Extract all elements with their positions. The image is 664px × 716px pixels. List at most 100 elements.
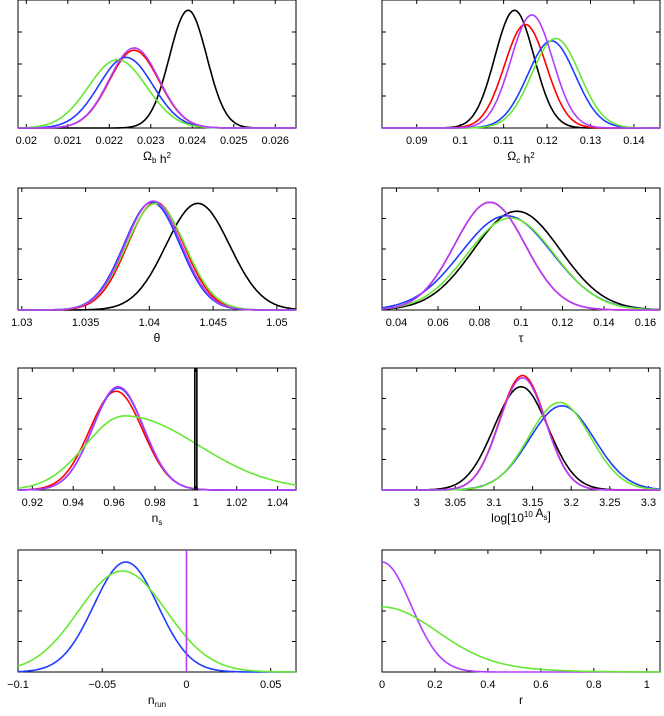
x-axis-title: log[1010 As]: [491, 506, 551, 525]
x-axis-title: Ωb h2: [143, 149, 171, 166]
series-blue-curve: [18, 201, 296, 311]
series-red-curve: [382, 374, 660, 491]
x-tick-label: 1.05: [266, 317, 287, 329]
x-tick-label: 3.25: [599, 497, 620, 509]
x-axis-title: τ: [519, 331, 524, 345]
series-red-curve: [381, 201, 660, 311]
x-axis-title: Ωc h2: [507, 149, 535, 166]
series-red-curve: [18, 49, 296, 129]
x-tick-label: 3: [414, 497, 420, 509]
series-magenta-curve: [18, 47, 296, 129]
x-tick-label: 1: [193, 497, 199, 509]
panel-tau: 0.04 0.06 0.08 0.1 0.12 0.14 0.16 τ: [381, 187, 661, 345]
panel-omega_b: 0.02 0.021 0.022 0.023 0.024 0.025 0.026 Ωb h2: [16, 0, 297, 166]
series-green-curve: [381, 217, 660, 311]
series-black-curve: [381, 210, 661, 311]
x-tick-label: 0.09: [406, 135, 427, 147]
x-tick-label: 0: [379, 679, 385, 691]
panel-omega_c: 0.09 0.1 0.11 0.12 0.13 0.14 Ωc h2: [381, 0, 661, 166]
series-red-curve: [382, 23, 660, 129]
series-blue-curve: [381, 214, 661, 311]
x-tick-label: 0.13: [580, 135, 601, 147]
x-axis-title: nrun: [148, 693, 166, 709]
x-tick-label: 0.92: [22, 497, 43, 509]
x-tick-label: 0.98: [144, 497, 165, 509]
axes-frame: [381, 0, 661, 129]
x-tick-label: 0.6: [533, 679, 548, 691]
x-tick-label: 1.04: [267, 497, 288, 509]
series-blue-curve: [382, 404, 661, 491]
panel-log_as: 3 3.05 3.1 3.15 3.2 3.25 3.3 log[1010 As]: [381, 367, 661, 525]
x-tick-label: 0.96: [103, 497, 124, 509]
x-tick-label: 0.2: [427, 679, 442, 691]
series-green-curve: [382, 37, 660, 129]
x-tick-label: 0.8: [586, 679, 601, 691]
x-tick-label: 0.025: [220, 135, 248, 147]
x-tick-label: 3.2: [564, 497, 579, 509]
series-blue-curve: [382, 40, 660, 129]
x-tick-label: 1.04: [139, 317, 160, 329]
x-tick-label: 0.94: [62, 497, 83, 509]
x-tick-label: 0.02: [16, 135, 37, 147]
series-green-curve: [18, 58, 296, 129]
series-green-curve: [18, 202, 296, 311]
axes-frame: [17, 549, 297, 673]
x-tick-label: −0.1: [7, 679, 29, 691]
x-tick-label: 0.12: [536, 135, 557, 147]
series-magenta-curve: [381, 201, 660, 311]
x-tick-label: 0.16: [635, 317, 656, 329]
series-magenta-curve: [17, 385, 296, 491]
series-red-curve: [18, 390, 296, 491]
x-tick-label: 0.04: [386, 317, 407, 329]
x-axis-title: ns: [152, 511, 163, 527]
series-black-curve: [18, 202, 297, 311]
x-tick-label: 0.11: [493, 135, 514, 147]
x-tick-label: 3.1: [486, 497, 501, 509]
x-tick-label: 0.1: [513, 317, 528, 329]
series-green-curve: [382, 401, 661, 491]
series-green-curve: [17, 415, 297, 489]
x-tick-label: 0.14: [623, 135, 644, 147]
series-black-curve: [18, 9, 296, 129]
x-axis-title: θ: [154, 331, 161, 345]
axes-frame: [381, 549, 661, 673]
x-tick-label: 0: [183, 679, 189, 691]
x-tick-label: 0.12: [552, 317, 573, 329]
x-tick-label: 0.024: [179, 135, 207, 147]
panel-n_s: 0.92 0.94 0.96 0.98 1 1.02 1.04 ns: [17, 367, 297, 527]
series-blue-curve: [18, 56, 296, 129]
x-tick-label: 3.15: [522, 497, 543, 509]
x-tick-label: 0.06: [427, 317, 448, 329]
x-tick-label: 0.026: [261, 135, 289, 147]
x-tick-label: 0.1: [453, 135, 468, 147]
x-tick-label: 1.035: [72, 317, 100, 329]
series-magenta-curve: [381, 561, 660, 673]
x-tick-label: 0.022: [96, 135, 124, 147]
x-tick-label: 0.023: [137, 135, 165, 147]
x-tick-label: 0.05: [260, 679, 281, 691]
series-magenta-curve: [18, 200, 296, 311]
x-axis-title: r: [519, 693, 523, 707]
x-tick-label: −0.05: [88, 679, 116, 691]
x-tick-label: 0.4: [480, 679, 495, 691]
panel-n_run: −0.1 −0.05 0 0.05 nrun: [7, 549, 297, 709]
x-tick-label: 0.08: [469, 317, 490, 329]
x-tick-label: 1.02: [226, 497, 247, 509]
x-tick-label: 1.03: [11, 317, 32, 329]
series-magenta-curve: [382, 14, 660, 129]
series-green-curve: [17, 570, 296, 673]
x-tick-label: 0.14: [593, 317, 614, 329]
series-blue-curve: [17, 561, 296, 673]
panel-theta: 1.03 1.035 1.04 1.045 1.05 θ: [11, 187, 297, 345]
x-tick-label: 1: [644, 679, 650, 691]
x-tick-label: 1.045: [199, 317, 227, 329]
series-red-curve: [18, 201, 296, 311]
axes-frame: [17, 187, 297, 311]
x-tick-label: 3.05: [445, 497, 466, 509]
series-magenta-curve: [382, 376, 660, 491]
series-green-curve: [382, 606, 660, 673]
x-tick-label: 0.021: [54, 135, 82, 147]
panel-r: 0 0.2 0.4 0.6 0.8 1 r: [379, 549, 661, 707]
x-tick-label: 3.3: [641, 497, 656, 509]
